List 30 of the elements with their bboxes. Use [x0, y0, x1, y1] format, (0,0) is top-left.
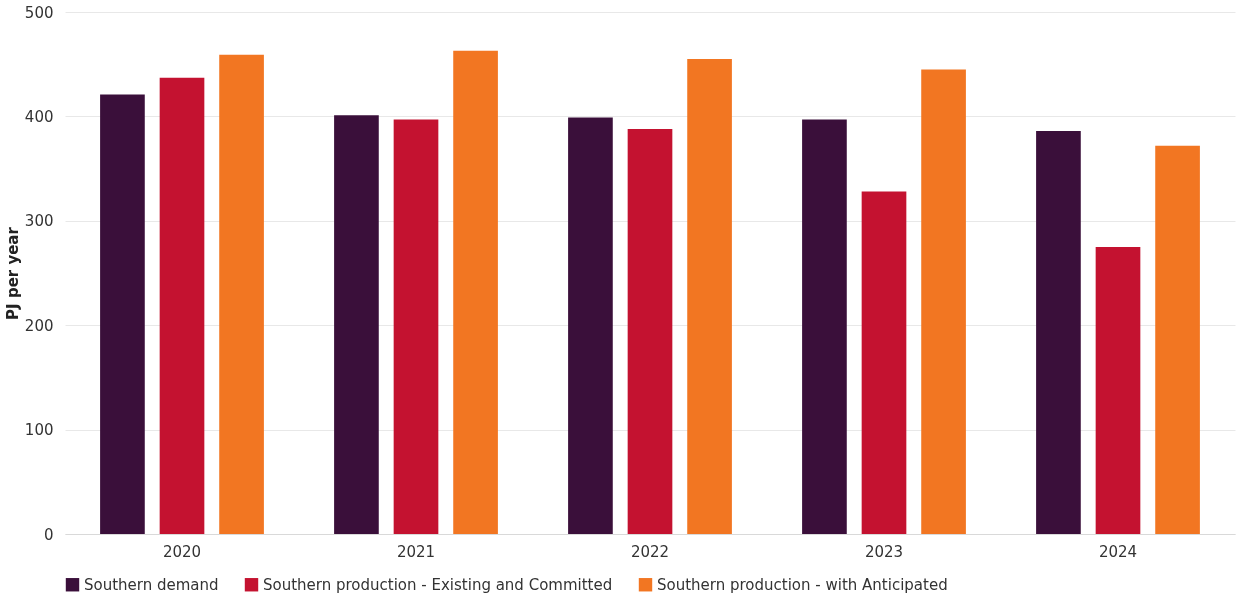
bar — [1095, 246, 1141, 534]
bar — [687, 58, 732, 534]
bar — [393, 119, 439, 534]
y-tick-label: 400 — [24, 107, 54, 126]
bar — [627, 128, 673, 534]
y-tick-label: 100 — [24, 421, 54, 440]
bar — [334, 115, 379, 534]
x-tick-label: 2023 — [864, 542, 904, 561]
legend-label: Southern production - Existing and Committed — [263, 575, 613, 594]
bar — [1155, 145, 1200, 534]
bar — [159, 77, 205, 534]
bar — [861, 191, 907, 534]
y-tick-label: 500 — [24, 3, 54, 22]
y-tick-label: 200 — [24, 316, 54, 335]
x-tick-label: 2021 — [396, 542, 436, 561]
x-tick-label: 2022 — [630, 542, 670, 561]
y-axis-title: PJ per year — [3, 226, 22, 320]
legend-label: Southern production - with Anticipated — [657, 575, 948, 594]
x-tick-label: 2020 — [162, 542, 202, 561]
legend-label: Southern demand — [84, 575, 219, 594]
bar — [921, 69, 966, 534]
x-tick-label: 2024 — [1098, 542, 1138, 561]
bar — [100, 94, 145, 534]
bar — [453, 50, 498, 534]
bar — [802, 119, 847, 534]
bar — [219, 54, 264, 534]
y-tick-label: 300 — [24, 212, 54, 231]
bar — [568, 117, 613, 534]
bar — [1036, 131, 1081, 534]
y-tick-label: 0 — [43, 525, 54, 544]
